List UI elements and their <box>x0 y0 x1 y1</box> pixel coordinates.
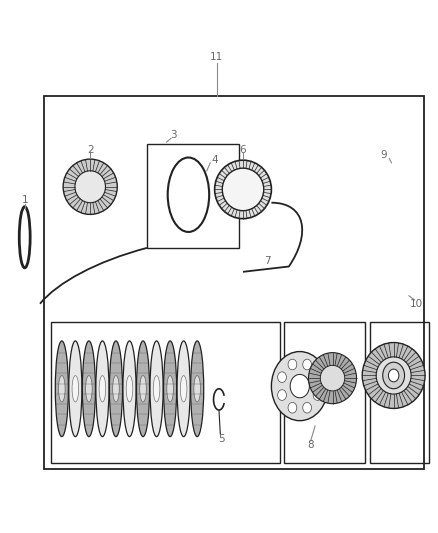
Bar <box>147 144 239 248</box>
Ellipse shape <box>59 376 65 402</box>
Ellipse shape <box>153 376 160 402</box>
Circle shape <box>278 390 286 400</box>
Ellipse shape <box>75 171 106 203</box>
Circle shape <box>278 372 286 383</box>
Ellipse shape <box>123 341 136 437</box>
Text: 5: 5 <box>218 434 225 445</box>
Circle shape <box>313 390 322 400</box>
Ellipse shape <box>308 353 357 403</box>
Bar <box>44 96 424 469</box>
Ellipse shape <box>194 376 201 402</box>
Text: 11: 11 <box>210 52 223 61</box>
Text: 2: 2 <box>87 144 93 155</box>
Ellipse shape <box>191 341 204 437</box>
Circle shape <box>290 374 309 398</box>
Circle shape <box>389 369 399 382</box>
Text: 6: 6 <box>240 144 246 155</box>
Ellipse shape <box>85 376 92 402</box>
Text: 7: 7 <box>264 256 270 266</box>
Ellipse shape <box>110 341 123 437</box>
Text: 1: 1 <box>21 195 28 205</box>
Circle shape <box>272 352 328 421</box>
Bar <box>51 322 280 463</box>
Bar <box>370 322 428 463</box>
Ellipse shape <box>69 341 82 437</box>
Text: 3: 3 <box>170 130 177 140</box>
Text: 10: 10 <box>410 298 423 309</box>
Circle shape <box>288 402 297 413</box>
Bar <box>285 322 365 463</box>
Ellipse shape <box>362 343 425 408</box>
Ellipse shape <box>150 341 163 437</box>
Ellipse shape <box>126 376 133 402</box>
Text: 4: 4 <box>211 155 218 165</box>
Ellipse shape <box>99 376 106 402</box>
Text: 8: 8 <box>307 440 314 450</box>
Ellipse shape <box>137 341 150 437</box>
Circle shape <box>313 372 322 383</box>
Circle shape <box>383 362 405 389</box>
Ellipse shape <box>177 341 190 437</box>
Ellipse shape <box>180 376 187 402</box>
Ellipse shape <box>215 160 272 219</box>
Ellipse shape <box>140 376 146 402</box>
Ellipse shape <box>163 341 177 437</box>
Ellipse shape <box>376 357 411 394</box>
Ellipse shape <box>167 376 173 402</box>
Ellipse shape <box>222 168 264 211</box>
Ellipse shape <box>113 376 119 402</box>
Ellipse shape <box>55 341 68 437</box>
Circle shape <box>303 402 311 413</box>
Circle shape <box>288 359 297 370</box>
Ellipse shape <box>63 159 117 214</box>
Ellipse shape <box>320 366 345 391</box>
Ellipse shape <box>82 341 95 437</box>
Ellipse shape <box>96 341 109 437</box>
Ellipse shape <box>72 376 79 402</box>
Text: 9: 9 <box>381 150 387 160</box>
Circle shape <box>303 359 311 370</box>
